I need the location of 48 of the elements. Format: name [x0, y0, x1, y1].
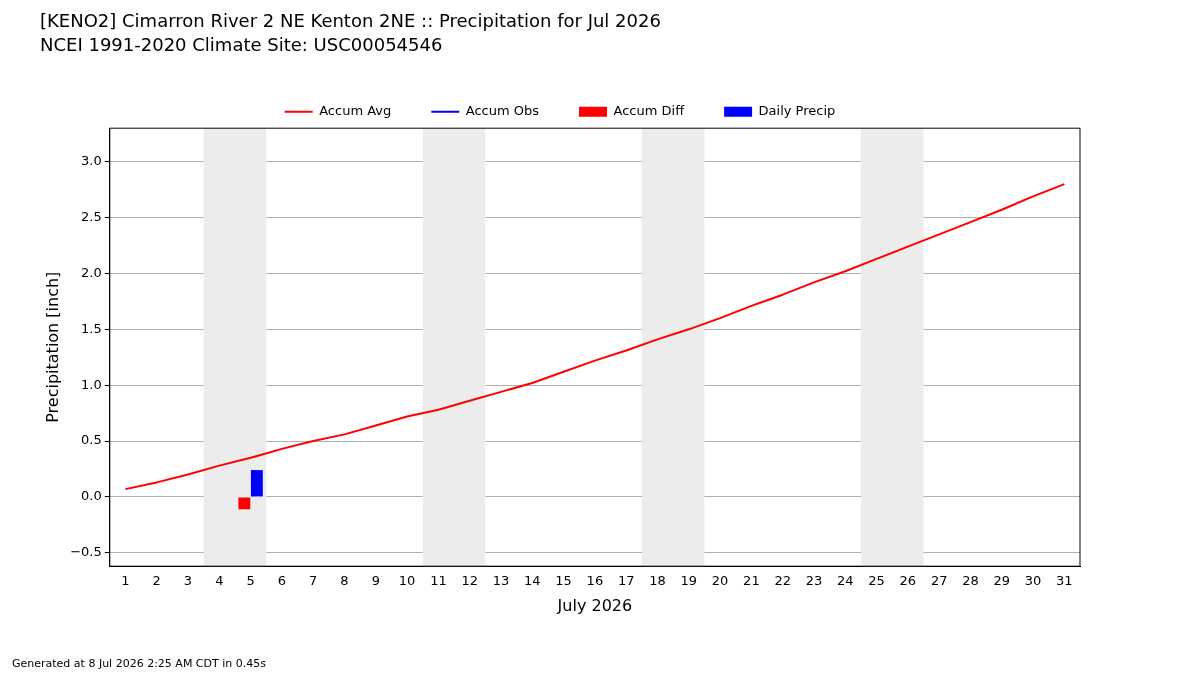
y-tick-label: 1.0	[81, 376, 102, 392]
x-tick-label: 1	[121, 573, 130, 589]
x-tick-label: 12	[461, 573, 478, 589]
x-tick-label: 15	[555, 573, 572, 589]
x-tick-label: 14	[524, 573, 541, 589]
x-tick-label: 27	[930, 573, 948, 589]
x-tick-label: 22	[774, 573, 791, 589]
y-tick-label: 2.5	[81, 208, 102, 224]
legend-label: Accum Obs	[465, 103, 540, 119]
x-tick-label: 4	[215, 573, 224, 589]
x-tick-label: 10	[398, 573, 416, 589]
x-tick-label: 8	[340, 573, 349, 589]
x-tick-label: 6	[277, 573, 287, 589]
y-tick-label: −0.5	[70, 544, 102, 560]
x-tick-label: 2	[152, 573, 161, 589]
y-tick-label: 3.0	[81, 153, 102, 169]
x-tick-label: 11	[430, 573, 447, 589]
x-tick-label: 24	[836, 573, 854, 589]
x-tick-label: 21	[743, 573, 760, 589]
x-tick-label: 3	[183, 573, 193, 589]
y-tick-label: 0.0	[81, 488, 102, 504]
y-tick-label: 2.0	[81, 264, 102, 280]
x-tick-label: 17	[617, 573, 635, 589]
x-tick-label: 26	[899, 573, 917, 589]
x-tick-label: 5	[246, 573, 255, 589]
y-tick-label: 0.5	[81, 432, 102, 448]
y-tick-label: 1.5	[81, 320, 102, 336]
legend-label: Accum Diff	[613, 103, 686, 119]
x-tick-label: 7	[309, 573, 318, 589]
x-tick-label: 25	[868, 573, 885, 589]
x-tick-label: 23	[805, 573, 823, 589]
x-tick-label: 31	[1056, 573, 1073, 589]
legend-label: Daily Precip	[758, 103, 836, 119]
x-tick-label: 30	[1024, 573, 1042, 589]
x-tick-label: 19	[680, 573, 698, 589]
text: Generated at 8 Jul 2026 2:25 AM CDT in 0.45s	[12, 657, 267, 671]
y-axis-title: Precipitation [inch]	[42, 271, 62, 423]
x-tick-label: 13	[492, 573, 510, 589]
x-tick-label: 9	[371, 573, 380, 589]
x-tick-label: 28	[962, 573, 979, 589]
x-tick-label: 16	[586, 573, 604, 589]
chart-subtitle: NCEI 1991-2020 Climate Site: USC00054546	[40, 34, 443, 56]
x-axis-title: July 2026	[556, 595, 633, 615]
chart-title: [KENO2] Cimarron River 2 NE Kenton 2NE :: Precipitation for Jul 2026	[40, 10, 661, 32]
x-tick-label: 18	[649, 573, 666, 589]
x-tick-label: 29	[993, 573, 1011, 589]
x-tick-label: 20	[711, 573, 729, 589]
legend-label: Accum Avg	[319, 103, 392, 119]
